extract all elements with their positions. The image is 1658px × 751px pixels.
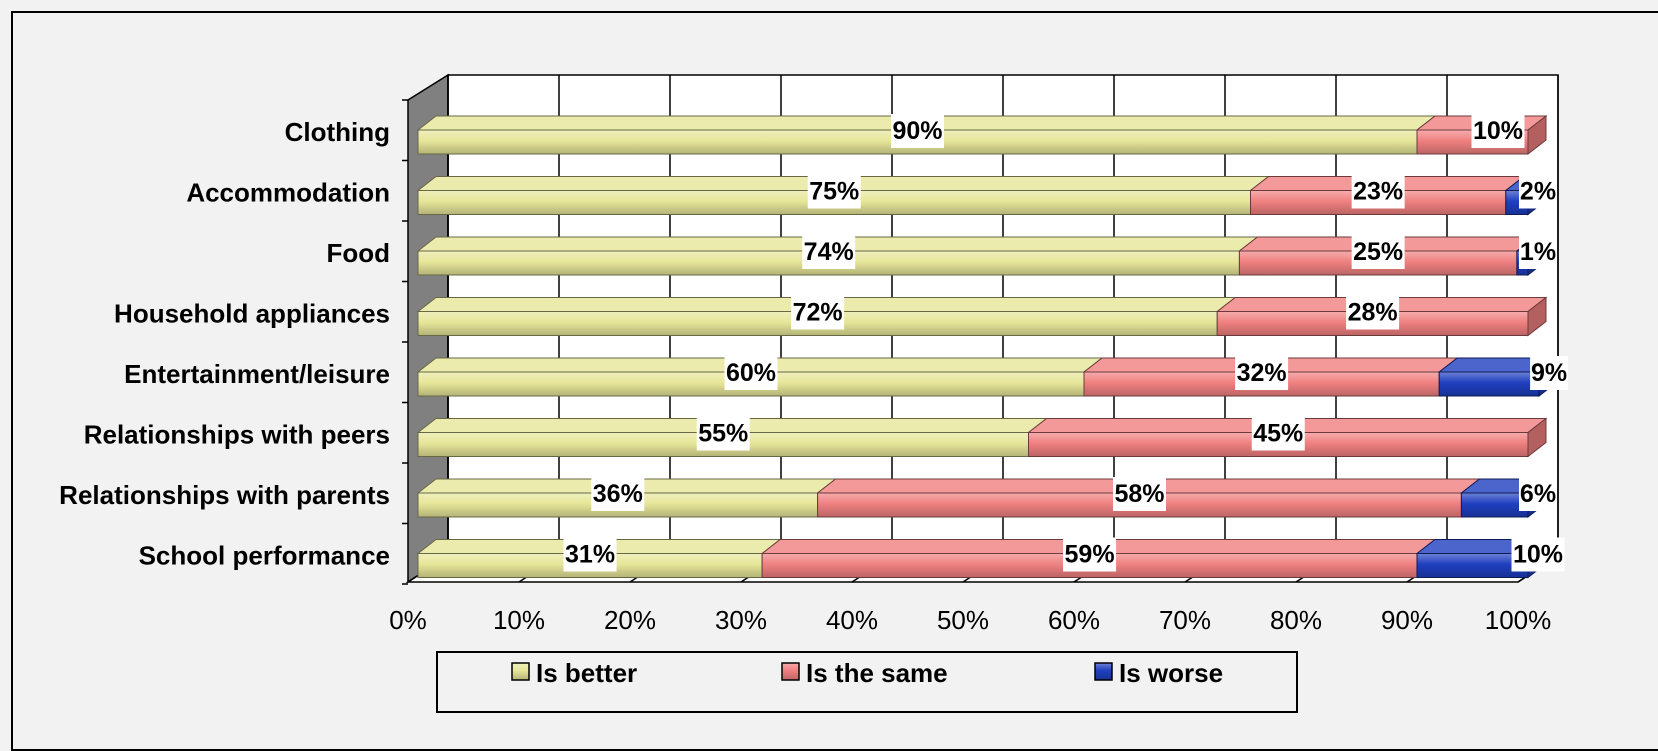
data-label: 59%	[1065, 541, 1115, 569]
data-label: 10%	[1513, 541, 1563, 569]
data-label: 25%	[1353, 238, 1403, 266]
legend-swatch-is-worse	[1094, 662, 1113, 681]
data-label: 45%	[1253, 420, 1303, 448]
data-label: 58%	[1114, 480, 1164, 508]
data-label-bg	[1063, 537, 1117, 572]
x-tick-label: 90%	[1381, 605, 1433, 635]
x-tick-label: 50%	[937, 605, 989, 635]
data-label-bg	[1251, 416, 1305, 451]
x-tick-label: 10%	[493, 605, 545, 635]
data-label: 23%	[1353, 178, 1403, 206]
data-label: 9%	[1531, 359, 1567, 387]
data-label-bg	[791, 295, 845, 330]
data-label: 2%	[1520, 178, 1556, 206]
category-label: Food	[326, 238, 390, 268]
category-label: Clothing	[285, 117, 390, 147]
data-label: 60%	[726, 359, 776, 387]
bar-is-worse	[1438, 371, 1540, 397]
bar-is-worse	[1460, 492, 1529, 518]
data-label: 75%	[809, 178, 859, 206]
data-label: 32%	[1237, 359, 1287, 387]
category-label: Accommodation	[186, 178, 390, 208]
legend-swatch-is-better	[511, 662, 530, 681]
data-label-bg	[802, 235, 856, 269]
legend-label: Is better	[536, 658, 637, 688]
data-label: 6%	[1520, 480, 1556, 508]
data-label: 90%	[892, 117, 942, 145]
data-label-bg	[807, 174, 861, 209]
x-tick-label: 80%	[1270, 605, 1322, 635]
data-label-bg	[1351, 174, 1405, 209]
data-label-bg	[1530, 356, 1569, 390]
legend-box	[436, 651, 1298, 713]
data-label-bg	[1519, 477, 1557, 511]
data-label: 28%	[1348, 299, 1398, 327]
chart-svg: Clothing 90% 10% Accommodation 75% 23% 2% Food 7…	[59, 73, 1569, 713]
data-label-bg	[563, 537, 617, 572]
x-tick-label: 20%	[604, 605, 656, 635]
data-label-bg	[1113, 477, 1166, 511]
x-tick-label: 70%	[1159, 605, 1211, 635]
category-label: Relationships with parents	[59, 480, 390, 510]
data-label: 72%	[793, 299, 843, 327]
category-label: School performance	[139, 541, 390, 571]
data-label-bg	[1519, 235, 1557, 269]
category-label: Relationships with peers	[84, 420, 390, 450]
legend-label: Is the same	[806, 658, 948, 688]
data-label: 55%	[698, 420, 748, 448]
data-label-bg	[1511, 537, 1565, 572]
category-label: Entertainment/leisure	[124, 359, 390, 389]
bar-end-cap	[1527, 296, 1547, 337]
data-label-bg	[591, 477, 645, 511]
data-label-bg	[1346, 295, 1400, 330]
data-label-bg	[696, 416, 750, 451]
x-tick-label: 60%	[1048, 605, 1100, 635]
x-tick-label: 0%	[389, 605, 427, 635]
legend-swatch-is-the-same	[781, 662, 800, 681]
data-label-bg	[1351, 235, 1405, 269]
data-label-bg	[1471, 114, 1525, 148]
data-label: 31%	[565, 541, 615, 569]
bar-end-cap	[1527, 114, 1547, 156]
data-label: 10%	[1473, 117, 1523, 145]
data-label: 36%	[593, 480, 643, 508]
data-label: 1%	[1520, 238, 1556, 266]
data-label-bg	[724, 356, 778, 390]
category-label: Household appliances	[114, 299, 390, 329]
data-label-bg	[891, 114, 944, 148]
bar-end-cap	[1527, 417, 1547, 458]
x-tick-label: 30%	[715, 605, 767, 635]
data-label: 74%	[804, 238, 854, 266]
data-label-bg	[1519, 174, 1557, 209]
x-tick-label: 40%	[826, 605, 878, 635]
x-tick-label: 100%	[1485, 605, 1552, 635]
data-label-bg	[1235, 356, 1289, 390]
bar-is-worse	[1416, 553, 1529, 578]
legend-label: Is worse	[1119, 658, 1223, 688]
